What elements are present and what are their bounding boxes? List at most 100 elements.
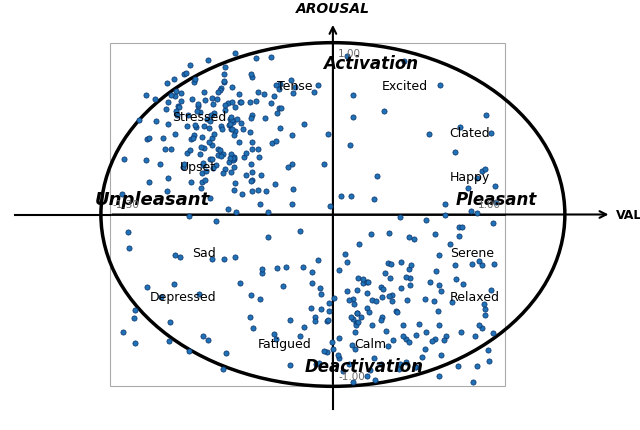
Point bbox=[149, 97, 159, 104]
Point bbox=[427, 338, 437, 345]
Point bbox=[483, 357, 493, 364]
Point bbox=[198, 333, 208, 340]
Point bbox=[197, 179, 207, 186]
Point bbox=[230, 254, 240, 261]
Point bbox=[224, 159, 234, 166]
Point bbox=[436, 352, 447, 359]
Point bbox=[254, 154, 264, 161]
Point bbox=[351, 310, 362, 317]
Point bbox=[319, 161, 329, 168]
Point bbox=[433, 372, 444, 379]
Point bbox=[186, 179, 196, 186]
Point bbox=[348, 316, 358, 323]
Point bbox=[256, 172, 266, 179]
Bar bbox=[109, 43, 505, 387]
Point bbox=[342, 53, 353, 60]
Text: AROUSAL: AROUSAL bbox=[296, 2, 370, 16]
Point bbox=[186, 137, 196, 144]
Point bbox=[290, 84, 300, 91]
Point bbox=[440, 201, 451, 208]
Point bbox=[223, 101, 233, 108]
Point bbox=[247, 147, 257, 154]
Point bbox=[201, 168, 211, 175]
Point bbox=[261, 188, 271, 195]
Text: Clated: Clated bbox=[450, 126, 490, 139]
Point bbox=[247, 177, 257, 184]
Point bbox=[163, 121, 173, 128]
Point bbox=[399, 58, 409, 65]
Point bbox=[362, 289, 372, 296]
Point bbox=[218, 366, 228, 373]
Point bbox=[248, 325, 259, 332]
Point bbox=[388, 337, 398, 344]
Point bbox=[130, 340, 140, 347]
Point bbox=[230, 104, 241, 111]
Point bbox=[246, 74, 257, 81]
Point bbox=[192, 108, 202, 115]
Point bbox=[130, 307, 140, 314]
Point bbox=[213, 89, 223, 96]
Point bbox=[205, 195, 215, 202]
Point bbox=[348, 295, 358, 302]
Point bbox=[397, 333, 408, 340]
Point bbox=[124, 245, 134, 252]
Point bbox=[313, 257, 323, 264]
Point bbox=[395, 214, 405, 221]
Point bbox=[227, 156, 237, 163]
Point bbox=[193, 290, 204, 297]
Point bbox=[220, 102, 230, 109]
Point bbox=[219, 256, 229, 263]
Point bbox=[474, 258, 484, 265]
Point bbox=[118, 329, 128, 336]
Point bbox=[316, 306, 326, 313]
Point bbox=[275, 125, 285, 132]
Point bbox=[362, 305, 372, 312]
Point bbox=[414, 320, 424, 327]
Point bbox=[229, 133, 239, 140]
Point bbox=[162, 188, 172, 195]
Point bbox=[246, 161, 256, 168]
Point bbox=[477, 168, 487, 175]
Point bbox=[195, 151, 205, 158]
Point bbox=[166, 147, 176, 154]
Text: Activation: Activation bbox=[323, 55, 419, 73]
Point bbox=[276, 105, 286, 112]
Point bbox=[200, 98, 211, 104]
Point bbox=[213, 146, 223, 153]
Point bbox=[178, 164, 188, 171]
Point bbox=[458, 280, 468, 287]
Text: -1.00: -1.00 bbox=[338, 372, 365, 381]
Point bbox=[312, 82, 323, 89]
Point bbox=[226, 114, 236, 121]
Point bbox=[451, 276, 461, 283]
Point bbox=[378, 286, 388, 293]
Point bbox=[367, 297, 377, 304]
Point bbox=[270, 181, 280, 188]
Point bbox=[247, 112, 257, 119]
Point bbox=[198, 145, 209, 152]
Point bbox=[367, 322, 377, 329]
Point bbox=[369, 354, 380, 361]
Point bbox=[188, 135, 198, 142]
Point bbox=[227, 99, 237, 106]
Point bbox=[193, 101, 204, 108]
Point bbox=[271, 336, 282, 343]
Point bbox=[483, 347, 493, 353]
Text: Depressed: Depressed bbox=[149, 291, 216, 304]
Point bbox=[352, 287, 362, 294]
Point bbox=[387, 261, 397, 267]
Point bbox=[284, 164, 294, 171]
Point bbox=[366, 231, 376, 238]
Point bbox=[246, 292, 257, 299]
Point bbox=[345, 142, 355, 149]
Point bbox=[486, 131, 496, 138]
Point bbox=[186, 97, 196, 104]
Point bbox=[419, 295, 429, 302]
Point bbox=[298, 264, 308, 270]
Point bbox=[409, 236, 419, 243]
Point bbox=[310, 318, 320, 325]
Point bbox=[404, 339, 414, 346]
Point bbox=[204, 337, 214, 344]
Point bbox=[430, 335, 440, 342]
Point bbox=[207, 135, 218, 142]
